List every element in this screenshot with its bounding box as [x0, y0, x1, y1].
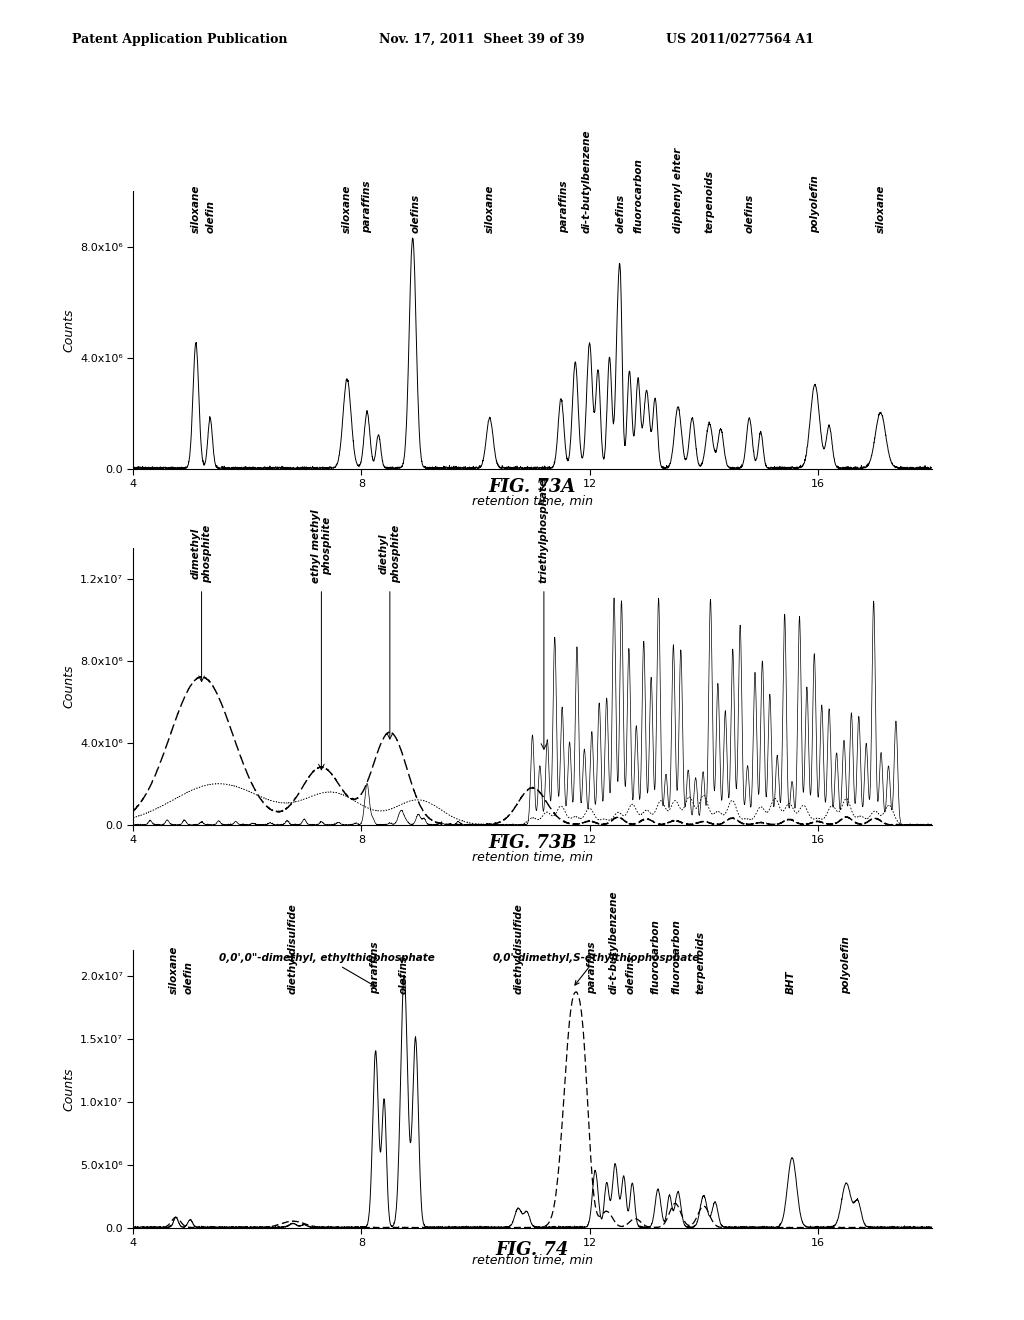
- Text: Patent Application Publication: Patent Application Publication: [72, 33, 287, 46]
- Text: diethyldisulfide: diethyldisulfide: [513, 904, 523, 994]
- X-axis label: retention time, min: retention time, min: [472, 1254, 593, 1267]
- Text: siloxane: siloxane: [190, 185, 201, 232]
- Text: diethyldisulfide: diethyldisulfide: [288, 904, 298, 994]
- Y-axis label: Counts: Counts: [62, 665, 76, 708]
- Text: BHT: BHT: [785, 972, 796, 994]
- Text: fluorocarbon: fluorocarbon: [633, 158, 643, 232]
- X-axis label: retention time, min: retention time, min: [472, 495, 593, 508]
- Text: siloxane: siloxane: [342, 185, 352, 232]
- Text: 0,0'-dimethyl,S-ethylthiophosphate: 0,0'-dimethyl,S-ethylthiophosphate: [493, 953, 699, 985]
- Text: siloxane: siloxane: [169, 946, 179, 994]
- Text: US 2011/0277564 A1: US 2011/0277564 A1: [666, 33, 814, 46]
- Text: FIG. 74: FIG. 74: [496, 1241, 569, 1259]
- Text: terpenoids: terpenoids: [695, 932, 706, 994]
- Text: di-t-butylbenzene: di-t-butylbenzene: [582, 129, 592, 232]
- Text: di-t-butylbenzene: di-t-butylbenzene: [608, 891, 618, 994]
- Text: olefin: olefin: [183, 961, 194, 994]
- Text: paraffins: paraffins: [559, 181, 569, 232]
- Text: olefins: olefins: [399, 956, 410, 994]
- Text: olefins: olefins: [615, 194, 626, 232]
- Text: siloxane: siloxane: [484, 185, 495, 232]
- Y-axis label: Counts: Counts: [62, 309, 76, 351]
- Text: paraffins: paraffins: [362, 181, 372, 232]
- Y-axis label: Counts: Counts: [62, 1068, 76, 1110]
- Text: Nov. 17, 2011  Sheet 39 of 39: Nov. 17, 2011 Sheet 39 of 39: [379, 33, 585, 46]
- Text: triethylphosphate: triethylphosphate: [539, 478, 549, 582]
- Text: olefins: olefins: [744, 194, 755, 232]
- Text: fluorocarbon: fluorocarbon: [672, 920, 681, 994]
- Text: diethyl
phosphite: diethyl phosphite: [379, 524, 400, 582]
- Text: polyolefin: polyolefin: [842, 937, 851, 994]
- Text: paraffins: paraffins: [588, 942, 597, 994]
- Text: olefins: olefins: [626, 956, 636, 994]
- X-axis label: retention time, min: retention time, min: [472, 851, 593, 865]
- Text: diphenyl ehter: diphenyl ehter: [673, 148, 683, 232]
- Text: FIG. 73A: FIG. 73A: [488, 478, 577, 496]
- Text: paraffins: paraffins: [371, 942, 381, 994]
- Text: dimethyl
phosphite: dimethyl phosphite: [190, 524, 212, 582]
- Text: olefins: olefins: [411, 194, 421, 232]
- Text: ethyl methyl
phosphite: ethyl methyl phosphite: [310, 510, 332, 582]
- Text: olefin: olefin: [205, 199, 215, 232]
- Text: fluorocarbon: fluorocarbon: [650, 920, 660, 994]
- Text: siloxane: siloxane: [876, 185, 886, 232]
- Text: FIG. 73B: FIG. 73B: [488, 834, 577, 853]
- Text: terpenoids: terpenoids: [705, 170, 715, 232]
- Text: polyolefin: polyolefin: [810, 176, 820, 232]
- Text: 0,0',0"-dimethyl, ethylthiophosphate: 0,0',0"-dimethyl, ethylthiophosphate: [219, 953, 434, 986]
